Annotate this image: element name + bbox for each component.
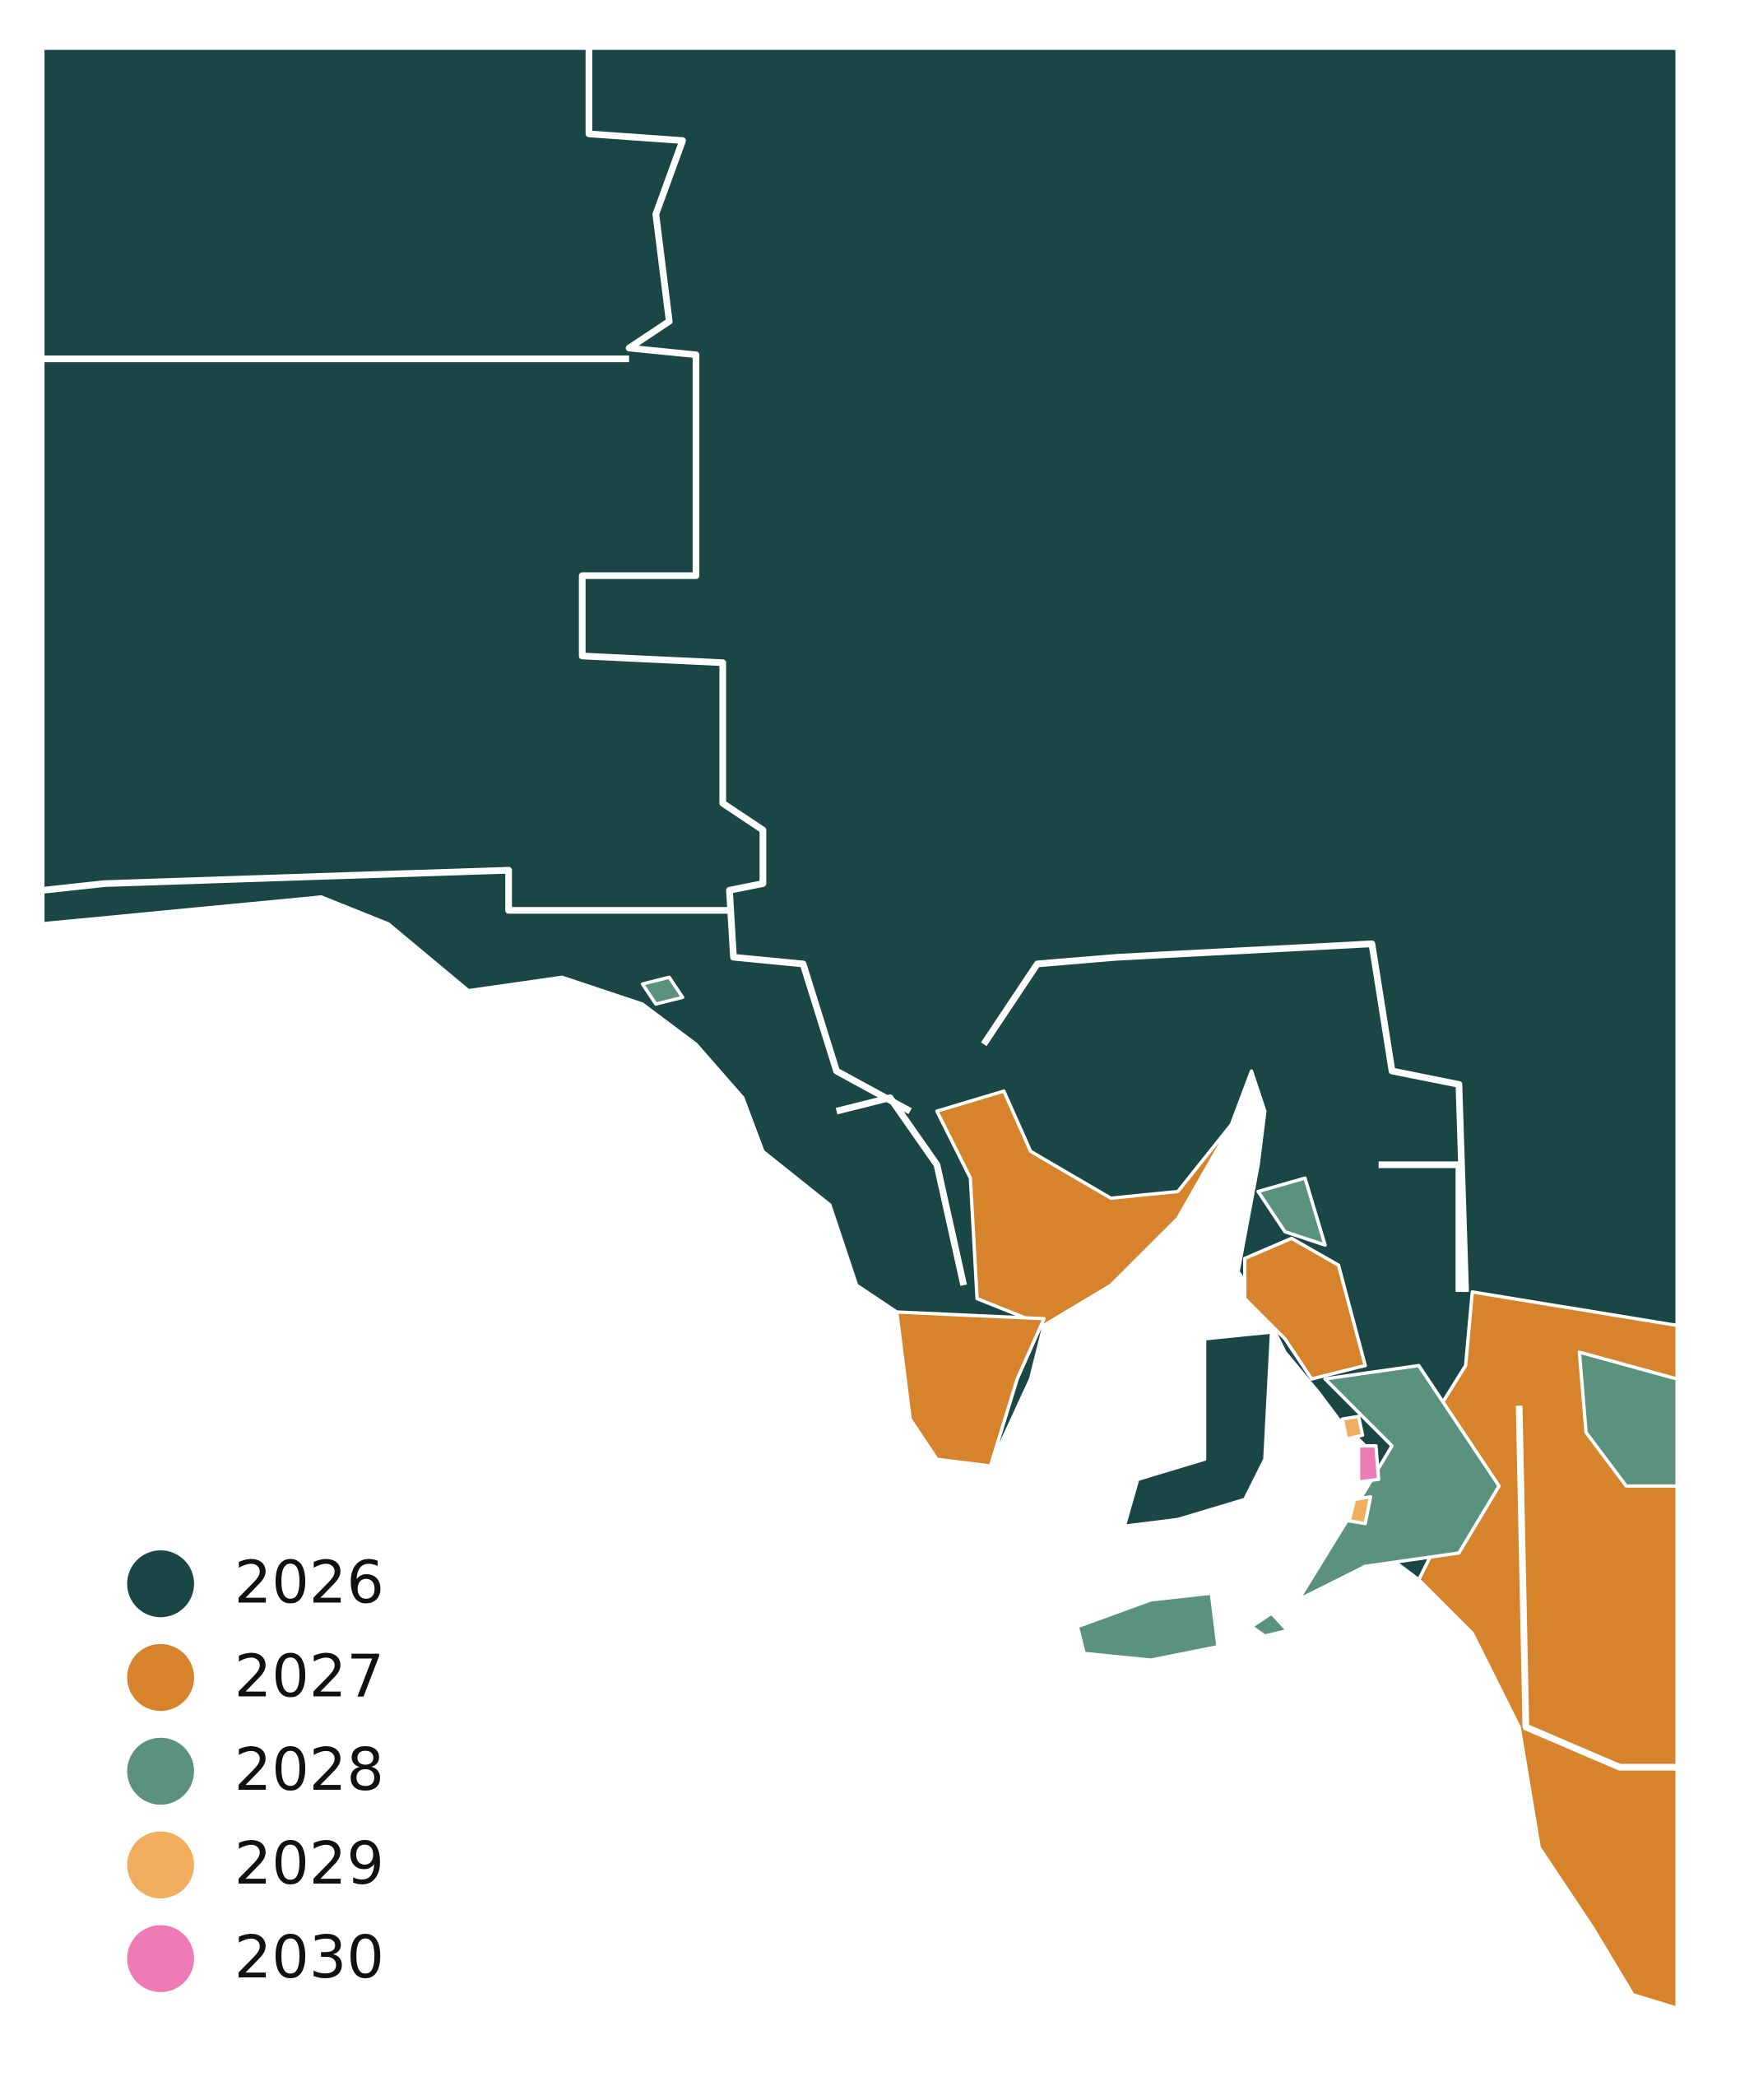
legend-swatch [127, 1831, 194, 1898]
region-2030 [1357, 1444, 1380, 1484]
map-regions [41, 46, 1679, 2010]
legend-swatch [127, 1643, 194, 1712]
region-2028 [640, 975, 684, 1006]
boundaries [42, 48, 1677, 1771]
legend-label: 2028 [234, 1735, 384, 1804]
legend: 2026 2027 2028 2029 2030 [127, 1548, 384, 1992]
region-2026 [1122, 1330, 1274, 1528]
boundary [578, 48, 912, 1114]
region-2027 [1243, 1236, 1367, 1381]
boundary [1378, 1161, 1463, 1292]
legend-swatch [127, 1737, 194, 1805]
region-2026 [41, 46, 1679, 2010]
region-2029 [1340, 1415, 1365, 1441]
region-2028 [1075, 1591, 1220, 1662]
legend-label: 2027 [234, 1642, 384, 1710]
region-2028 [1577, 1350, 1679, 1488]
region-2027 [935, 1089, 1233, 1327]
legend-label: 2029 [234, 1829, 384, 1898]
legend-swatch [127, 1549, 194, 1618]
legend-label: 2026 [234, 1548, 384, 1616]
legend-label: 2030 [234, 1923, 384, 1991]
region-2028 [1250, 1611, 1290, 1638]
boundary [835, 1094, 967, 1286]
region-2027 [895, 1310, 1046, 1468]
boundary [1515, 1405, 1677, 1771]
region-2029 [1347, 1494, 1373, 1526]
region-2028 [1256, 1176, 1327, 1247]
legend-swatch [127, 1925, 194, 1992]
boundary [981, 940, 1469, 1293]
boundary [42, 866, 730, 914]
